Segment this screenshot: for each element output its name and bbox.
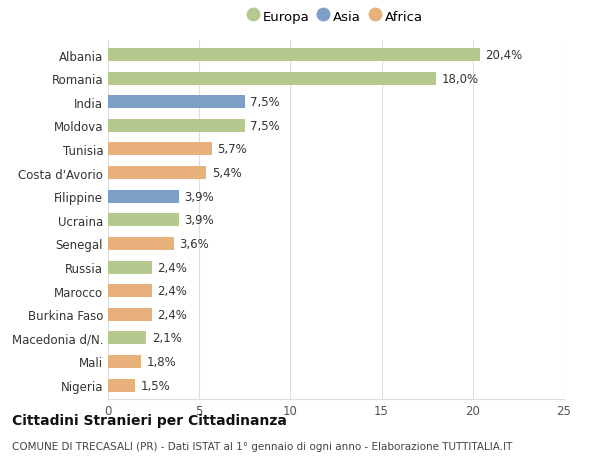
Bar — [108, 331, 146, 345]
Bar — [108, 143, 212, 156]
Bar — [108, 285, 152, 297]
Text: 2,4%: 2,4% — [157, 308, 187, 321]
Text: 2,4%: 2,4% — [157, 285, 187, 297]
Text: 5,7%: 5,7% — [217, 143, 247, 156]
Text: 20,4%: 20,4% — [485, 49, 523, 62]
Bar — [108, 73, 436, 85]
Bar — [108, 379, 136, 392]
Text: 1,8%: 1,8% — [146, 355, 176, 368]
Text: 2,4%: 2,4% — [157, 261, 187, 274]
Bar — [108, 308, 152, 321]
Bar — [108, 96, 245, 109]
Text: 3,6%: 3,6% — [179, 237, 209, 250]
Text: 1,5%: 1,5% — [141, 379, 170, 392]
Bar — [108, 49, 480, 62]
Text: COMUNE DI TRECASALI (PR) - Dati ISTAT al 1° gennaio di ogni anno - Elaborazione : COMUNE DI TRECASALI (PR) - Dati ISTAT al… — [12, 441, 512, 451]
Text: 7,5%: 7,5% — [250, 96, 280, 109]
Text: 5,4%: 5,4% — [212, 167, 242, 179]
Bar — [108, 167, 206, 179]
Bar — [108, 120, 245, 133]
Text: 3,9%: 3,9% — [185, 214, 214, 227]
Text: 18,0%: 18,0% — [442, 73, 479, 85]
Text: 3,9%: 3,9% — [185, 190, 214, 203]
Bar — [108, 237, 173, 250]
Bar — [108, 190, 179, 203]
Text: Cittadini Stranieri per Cittadinanza: Cittadini Stranieri per Cittadinanza — [12, 413, 287, 427]
Bar — [108, 261, 152, 274]
Bar — [108, 214, 179, 227]
Text: 7,5%: 7,5% — [250, 120, 280, 133]
Bar — [108, 355, 141, 368]
Text: 2,1%: 2,1% — [152, 331, 182, 345]
Legend: Europa, Asia, Africa: Europa, Asia, Africa — [245, 6, 427, 28]
